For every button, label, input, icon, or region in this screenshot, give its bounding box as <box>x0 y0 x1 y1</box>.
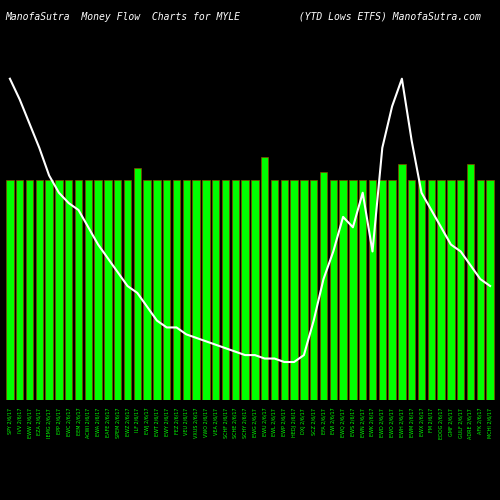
Bar <box>290 180 298 400</box>
Bar <box>144 180 151 400</box>
Bar <box>398 164 406 400</box>
Bar <box>153 180 160 400</box>
Bar <box>486 180 494 400</box>
Bar <box>330 180 337 400</box>
Bar <box>163 180 170 400</box>
Bar <box>418 180 425 400</box>
Bar <box>261 157 268 400</box>
Bar <box>182 180 190 400</box>
Bar <box>476 180 484 400</box>
Bar <box>378 180 386 400</box>
Bar <box>134 168 141 400</box>
Bar <box>300 180 308 400</box>
Bar <box>94 180 102 400</box>
Bar <box>447 180 454 400</box>
Bar <box>359 180 366 400</box>
Bar <box>340 180 347 400</box>
Text: ManofaSutra  Money Flow  Charts for MYLE          (YTD Lows ETFS) ManofaSutra.co: ManofaSutra Money Flow Charts for MYLE (… <box>5 12 481 22</box>
Bar <box>16 180 24 400</box>
Bar <box>6 180 14 400</box>
Bar <box>349 180 356 400</box>
Bar <box>320 172 327 400</box>
Bar <box>408 180 416 400</box>
Bar <box>280 180 288 400</box>
Bar <box>75 180 82 400</box>
Bar <box>212 180 220 400</box>
Bar <box>467 164 474 400</box>
Bar <box>26 180 33 400</box>
Bar <box>124 180 131 400</box>
Bar <box>173 180 180 400</box>
Bar <box>251 180 258 400</box>
Bar <box>46 180 53 400</box>
Bar <box>369 180 376 400</box>
Bar <box>65 180 72 400</box>
Bar <box>192 180 200 400</box>
Bar <box>457 180 464 400</box>
Bar <box>55 180 62 400</box>
Bar <box>36 180 43 400</box>
Bar <box>104 180 112 400</box>
Bar <box>84 180 92 400</box>
Bar <box>202 180 209 400</box>
Bar <box>438 180 445 400</box>
Bar <box>114 180 122 400</box>
Bar <box>310 180 318 400</box>
Bar <box>428 180 435 400</box>
Bar <box>271 180 278 400</box>
Bar <box>388 180 396 400</box>
Bar <box>232 180 239 400</box>
Bar <box>242 180 249 400</box>
Bar <box>222 180 229 400</box>
